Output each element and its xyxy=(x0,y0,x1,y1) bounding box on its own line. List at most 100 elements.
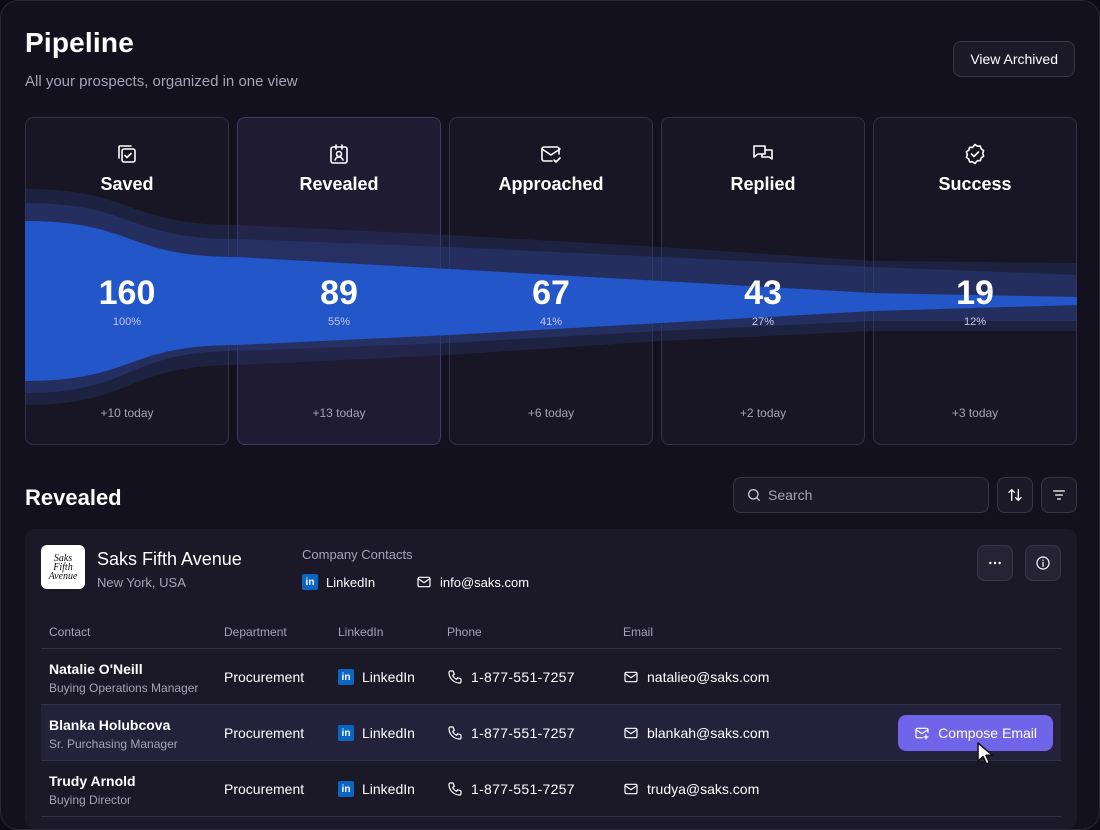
mail-icon xyxy=(624,727,638,739)
stage-name: Replied xyxy=(730,174,796,194)
stage-card-success[interactable]: Success 19 12% +3 today xyxy=(873,117,1077,445)
stage-count: 43 xyxy=(744,274,782,312)
filter-icon xyxy=(1053,490,1065,500)
stage-name: Approached xyxy=(498,174,604,194)
stage-name: Success xyxy=(938,174,1012,194)
more-options-button[interactable] xyxy=(977,545,1013,581)
contact-email[interactable]: natalieo@saks.com xyxy=(623,669,769,685)
stage-count: 89 xyxy=(320,274,358,312)
contact-name: Natalie O'Neill xyxy=(49,661,143,677)
contact-phone[interactable]: 1-877-551-7257 xyxy=(447,725,575,741)
contact-email[interactable]: trudya@saks.com xyxy=(623,781,759,797)
compose-email-button[interactable]: Compose Email xyxy=(898,715,1053,751)
header-divider xyxy=(41,648,1061,649)
contact-title: Buying Operations Manager xyxy=(49,681,199,695)
email-address: blankah@saks.com xyxy=(647,725,770,741)
search-input[interactable] xyxy=(768,487,988,503)
stage-today: +13 today xyxy=(312,406,366,420)
mail-icon xyxy=(417,576,431,588)
contact-name: Trudy Arnold xyxy=(49,773,136,789)
linkedin-label: LinkedIn xyxy=(362,781,415,797)
stage-count: 67 xyxy=(532,274,570,312)
stage-count: 160 xyxy=(98,274,156,312)
table-row[interactable]: Trudy Arnold Buying Director Procurement… xyxy=(41,761,1061,817)
mail-icon xyxy=(624,783,638,795)
contact-title: Sr. Purchasing Manager xyxy=(49,737,178,751)
success-icon xyxy=(965,143,985,165)
contact-email[interactable]: blankah@saks.com xyxy=(623,725,769,741)
table-header: Contact Department LinkedIn Phone Email xyxy=(25,625,1077,649)
compose-email-label: Compose Email xyxy=(938,725,1037,741)
logo-line: Fifth xyxy=(53,561,73,573)
sort-button[interactable] xyxy=(997,477,1033,513)
col-header-email: Email xyxy=(623,625,654,639)
contact-name: Blanka Holubcova xyxy=(49,717,171,733)
company-contacts-label: Company Contacts xyxy=(302,547,413,562)
phone-icon xyxy=(448,726,462,740)
linkedin-label: LinkedIn xyxy=(362,669,415,685)
contact-linkedin-link[interactable]: in LinkedIn xyxy=(338,725,415,741)
stage-card-approached[interactable]: Approached 67 41% +6 today xyxy=(449,117,653,445)
search-icon xyxy=(748,489,760,501)
company-linkedin-label: LinkedIn xyxy=(326,574,376,590)
logo-line: Saks xyxy=(53,552,73,564)
contact-phone[interactable]: 1-877-551-7257 xyxy=(447,781,575,797)
company-linkedin-link[interactable]: in LinkedIn xyxy=(302,574,375,590)
contact-department: Procurement xyxy=(224,669,305,685)
table-row[interactable]: Natalie O'Neill Buying Operations Manage… xyxy=(41,649,1061,705)
linkedin-icon: in xyxy=(338,669,354,685)
stage-percent: 12% xyxy=(963,316,987,328)
contact-department: Procurement xyxy=(224,725,305,741)
stage-card-saved[interactable]: Saved 160 100% +10 today xyxy=(25,117,229,445)
compose-mail-icon xyxy=(915,727,929,740)
revealed-icon xyxy=(330,144,348,164)
mail-icon xyxy=(624,671,638,683)
col-header-phone: Phone xyxy=(447,625,482,639)
filter-button[interactable] xyxy=(1041,477,1077,513)
stage-name: Saved xyxy=(100,174,154,194)
stage-card-revealed[interactable]: Revealed 89 55% +13 today xyxy=(237,117,441,445)
linkedin-icon: in xyxy=(338,725,354,741)
phone-icon xyxy=(448,670,462,684)
info-button[interactable] xyxy=(1025,545,1061,581)
phone-number: 1-877-551-7257 xyxy=(471,781,575,797)
sort-icon xyxy=(1008,489,1022,501)
contact-title: Buying Director xyxy=(49,793,132,807)
stage-card-replied[interactable]: Replied 43 27% +2 today xyxy=(661,117,865,445)
search-box[interactable] xyxy=(733,477,989,513)
col-header-contact: Contact xyxy=(49,625,91,639)
replied-icon xyxy=(753,145,773,160)
table-row[interactable]: Blanka Holubcova Sr. Purchasing Manager … xyxy=(41,705,1061,761)
page-title: Pipeline xyxy=(25,27,134,58)
stage-percent: 27% xyxy=(751,316,775,328)
company-email-link[interactable]: info@saks.com xyxy=(416,574,529,590)
stage-name: Revealed xyxy=(299,174,379,194)
contact-phone[interactable]: 1-877-551-7257 xyxy=(447,669,575,685)
stage-percent: 41% xyxy=(539,316,563,328)
saved-icon xyxy=(118,145,136,163)
mouse-cursor-icon xyxy=(977,742,994,765)
stage-today: +10 today xyxy=(100,406,154,420)
logo-line: Avenue xyxy=(48,570,78,582)
linkedin-icon: in xyxy=(338,781,354,797)
stage-today: +3 today xyxy=(951,406,999,420)
linkedin-icon: in xyxy=(302,574,318,590)
stage-count: 19 xyxy=(956,274,994,312)
company-card: Saks Fifth Avenue Saks Fifth Avenue New … xyxy=(25,529,1077,829)
pipeline-stages: Saved 160 100% +10 today Revealed 89 55%… xyxy=(25,117,1077,445)
stage-today: +2 today xyxy=(739,406,787,420)
contact-linkedin-link[interactable]: in LinkedIn xyxy=(338,781,415,797)
company-logo: Saks Fifth Avenue xyxy=(41,545,85,589)
contact-linkedin-link[interactable]: in LinkedIn xyxy=(338,669,415,685)
company-name: Saks Fifth Avenue xyxy=(97,549,242,569)
email-address: natalieo@saks.com xyxy=(647,669,770,685)
view-archived-button[interactable]: View Archived xyxy=(953,41,1075,77)
contact-department: Procurement xyxy=(224,781,305,797)
more-icon xyxy=(989,561,1001,565)
col-header-linkedin: LinkedIn xyxy=(338,625,384,639)
page-subtitle: All your prospects, organized in one vie… xyxy=(25,73,298,90)
phone-icon xyxy=(448,782,462,796)
company-location: New York, USA xyxy=(97,575,186,590)
info-icon xyxy=(1036,556,1050,570)
